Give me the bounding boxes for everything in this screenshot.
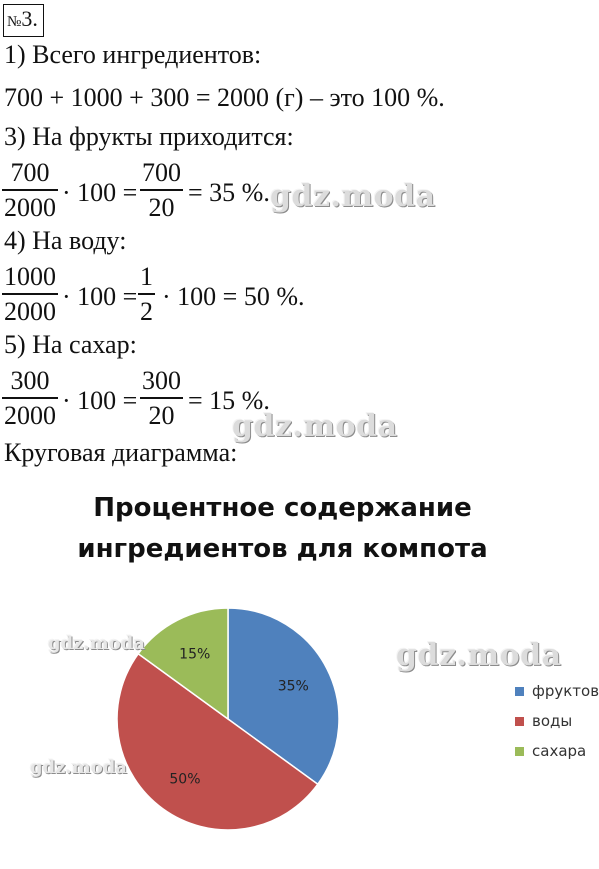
pie-data-label: 50%	[169, 771, 200, 787]
line-total-sum: 700 + 1000 + 300 = 2000 (г) – это 100 %.	[4, 83, 445, 112]
denominator: 2000	[4, 400, 56, 430]
chart-title-line-2: ингредиентов для компота	[77, 534, 488, 564]
legend-label: сахара	[532, 742, 587, 760]
chart-title-line-1: Процентное содержание	[93, 493, 472, 523]
legend-item-water: воды	[515, 706, 599, 736]
legend-swatch	[515, 686, 524, 696]
chart-legend: фруктов воды сахара	[515, 676, 599, 766]
denominator: 2000	[4, 296, 56, 326]
fraction-bar	[140, 397, 183, 399]
fraction-sugar-2: 300 20	[140, 366, 183, 431]
legend-label: фруктов	[532, 682, 599, 700]
numerator: 300	[10, 366, 50, 395]
watermark: gdz.moda	[270, 179, 436, 214]
pie-data-label: 15%	[179, 647, 210, 663]
sugar-result: = 15 %.	[188, 386, 270, 415]
fraction-bar	[2, 189, 58, 191]
fraction-bar	[2, 397, 58, 399]
legend-item-fruit: фруктов	[515, 676, 599, 706]
denominator: 20	[148, 192, 175, 222]
task-number-box: №3.	[3, 4, 44, 37]
legend-swatch	[515, 746, 524, 756]
fraction-bar	[140, 189, 183, 191]
watermark: gdz.moda	[30, 757, 127, 778]
line-chart-heading: Круговая диаграмма:	[4, 438, 238, 467]
sugar-multiply: · 100 =	[62, 386, 138, 415]
watermark: gdz.moda	[48, 633, 145, 654]
fraction-fruit-2: 700 20	[140, 158, 183, 223]
line-total-heading: 1) Всего ингредиентов:	[4, 40, 262, 69]
fraction-water-2: 1 2	[138, 262, 155, 327]
watermark: gdz.moda	[232, 409, 398, 444]
legend-swatch	[515, 716, 524, 726]
pie-slice-фруктов	[227, 607, 340, 786]
task-number: 3.	[21, 6, 38, 31]
pie-chart: 35% 50% 15%	[116, 607, 340, 831]
line-sugar-heading: 5) На сахар:	[4, 330, 137, 359]
denominator: 2	[140, 296, 153, 326]
fraction-water-1: 1000 2000	[2, 262, 58, 327]
fruit-result: = 35 %.	[188, 178, 270, 207]
pie-slices	[116, 607, 340, 831]
numerator: 300	[142, 366, 181, 395]
numerator: 1000	[4, 262, 56, 291]
fraction-sugar-1: 300 2000	[2, 366, 58, 431]
legend-label: воды	[532, 712, 573, 730]
fraction-bar	[2, 293, 58, 295]
numerator: 700	[10, 158, 50, 187]
numerator: 1	[140, 262, 153, 291]
task-number-sign: №	[7, 14, 22, 30]
watermark: gdz.moda	[396, 638, 562, 673]
pie-slice-сахара	[137, 607, 229, 721]
line-fruit-heading: 3) На фрукты приходится:	[4, 122, 294, 151]
denominator: 20	[148, 400, 175, 430]
fruit-multiply: · 100 =	[62, 178, 138, 207]
line-water-heading: 4) На воду:	[4, 226, 127, 255]
legend-item-sugar: сахара	[515, 736, 599, 766]
fraction-bar	[138, 293, 155, 295]
pie-data-label: 35%	[278, 679, 309, 695]
pie-data-labels: 35% 50% 15%	[169, 647, 308, 788]
fraction-fruit-1: 700 2000	[2, 158, 58, 223]
water-multiply: · 100 =	[62, 282, 138, 311]
pie-slice-воды	[116, 652, 319, 831]
denominator: 2000	[4, 192, 56, 222]
numerator: 700	[142, 158, 181, 187]
water-result: · 100 = 50 %.	[162, 282, 305, 311]
